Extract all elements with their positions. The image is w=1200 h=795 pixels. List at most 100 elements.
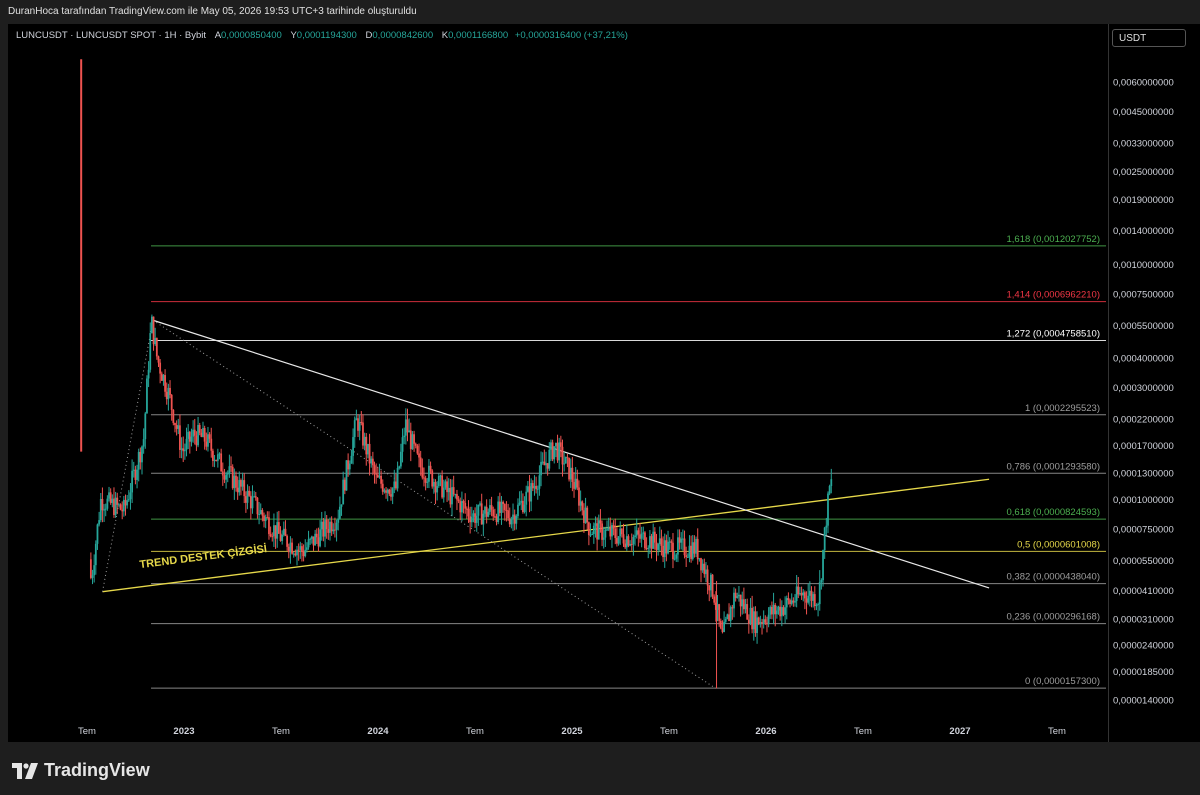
candle-body xyxy=(368,443,371,464)
currency-button[interactable]: USDT xyxy=(1112,29,1186,47)
candle-body xyxy=(617,536,620,544)
candle-body xyxy=(485,506,488,517)
chart-svg[interactable]: 1,618 (0,0012027752) 1,414 (0,0006962210)… xyxy=(8,24,1108,720)
candle-body xyxy=(472,513,475,517)
candle-body xyxy=(482,513,485,525)
candle-body xyxy=(526,486,529,492)
time-axis[interactable]: Tem 2023 Tem 2024 Tem 2025 Tem 2026 Tem 2027 Tem xyxy=(8,720,1108,742)
candle-body xyxy=(785,598,788,608)
candle-body xyxy=(739,594,742,607)
price-tick-label: 0,0001700000 xyxy=(1113,441,1174,452)
attribution-text: DuranHoca tarafından TradingView.com ile… xyxy=(8,6,417,17)
candle-body xyxy=(263,515,265,522)
tradingview-logo-icon xyxy=(12,762,38,779)
candle-body xyxy=(335,522,338,530)
candle-body xyxy=(827,493,829,526)
candle-body xyxy=(259,510,262,514)
chart-area[interactable]: 1,618 (0,0012027752) 1,414 (0,0006962210)… xyxy=(8,24,1108,742)
candle-body xyxy=(235,475,237,488)
candle-body xyxy=(620,528,623,535)
candle-body xyxy=(324,519,326,537)
candle-body xyxy=(177,425,180,429)
candle-body xyxy=(449,487,452,505)
candle-body xyxy=(172,409,175,424)
candle-body xyxy=(180,448,183,450)
candle-body xyxy=(144,413,147,440)
price-tick-label: 0,0014000000 xyxy=(1113,226,1174,237)
candle-body xyxy=(550,442,552,450)
candle-body xyxy=(531,483,534,489)
candle-body xyxy=(807,595,810,603)
candle-body xyxy=(741,599,744,607)
price-tick-label: 0,0004000000 xyxy=(1113,354,1174,365)
price-tick-label: 0,0045000000 xyxy=(1113,107,1174,118)
candle-body xyxy=(792,600,795,603)
candle-body xyxy=(475,515,478,523)
candle-body xyxy=(256,497,259,515)
candle-body xyxy=(530,483,533,502)
symbol-name: LUNCUSDT · LUNCUSDT SPOT · 1H · Bybit xyxy=(16,30,207,41)
candle-body xyxy=(559,442,562,447)
time-tick-label: 2024 xyxy=(367,726,389,737)
candle-body xyxy=(734,592,737,598)
candle-body xyxy=(353,420,356,438)
candle-body xyxy=(650,536,653,549)
candle-body xyxy=(164,375,166,392)
candle-body xyxy=(721,628,724,633)
candle-body xyxy=(304,549,307,557)
candle-body xyxy=(645,548,648,550)
tradingview-logo[interactable]: TradingView xyxy=(12,760,150,781)
price-tick-label: 0,0000310000 xyxy=(1113,614,1174,625)
candle-body xyxy=(200,432,203,437)
candle-body xyxy=(477,504,480,516)
attribution-bar: DuranHoca tarafından TradingView.com ile… xyxy=(0,0,1200,24)
candle-body xyxy=(490,505,493,510)
candle-body xyxy=(195,435,198,446)
candle-body xyxy=(329,521,331,533)
candle-body xyxy=(808,590,811,596)
time-tick-label: Tem xyxy=(660,726,678,737)
candle-body xyxy=(703,563,706,575)
candle-body xyxy=(220,453,223,472)
candle-body xyxy=(390,494,392,497)
price-axis[interactable]: 0,0060000000 0,0045000000 0,0033000000 0,00… xyxy=(1108,24,1200,742)
candle-body xyxy=(665,540,668,554)
candle-body xyxy=(761,622,763,624)
candle-body xyxy=(317,537,320,547)
candle-body xyxy=(764,619,767,623)
candle-body xyxy=(802,592,805,596)
candle-body xyxy=(175,425,178,429)
candle-body xyxy=(386,489,389,493)
candle-body xyxy=(147,369,150,379)
candle-body xyxy=(193,429,196,436)
low-label: D xyxy=(365,30,373,41)
candle-body xyxy=(456,494,458,500)
candle-body xyxy=(629,543,632,546)
candle-body xyxy=(249,495,252,509)
candle-body xyxy=(345,460,348,491)
candle-body xyxy=(269,534,272,537)
time-axis-svg: Tem 2023 Tem 2024 Tem 2025 Tem 2026 Tem 2027 Tem xyxy=(78,726,1066,737)
candle-body xyxy=(276,522,279,539)
candle-body xyxy=(782,607,785,615)
price-tick-label: 0,0019000000 xyxy=(1113,195,1174,206)
candle-body xyxy=(484,506,486,514)
candle-body xyxy=(589,534,592,536)
candle-body xyxy=(533,485,536,489)
price-tick-label: 0,0000185000 xyxy=(1113,667,1174,678)
candle-body xyxy=(480,503,483,525)
candle-body xyxy=(746,604,749,620)
candle-body xyxy=(320,521,323,530)
candle-body xyxy=(690,545,693,559)
candle-body xyxy=(291,542,293,554)
price-tick-label: 0,0003000000 xyxy=(1113,383,1174,394)
candle-body xyxy=(566,456,569,458)
candle-body xyxy=(391,488,394,497)
candle-body xyxy=(551,442,554,460)
candle-body xyxy=(281,534,284,541)
candle-body xyxy=(680,538,683,543)
candle-body xyxy=(668,541,671,543)
candle-body xyxy=(771,606,773,615)
candle-body xyxy=(113,498,115,515)
candle-body xyxy=(469,516,472,523)
